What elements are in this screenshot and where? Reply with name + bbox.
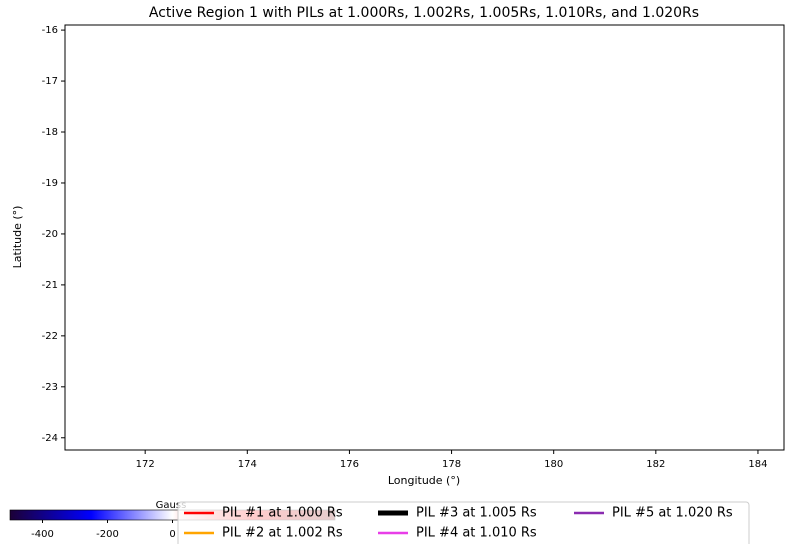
- colorbar-label: Gauss: [156, 500, 187, 511]
- chart-title: Active Region 1 with PILs at 1.000Rs, 1.…: [149, 5, 699, 21]
- legend-box: [177, 501, 750, 544]
- x-tick-label: 174: [238, 459, 257, 470]
- colorbar-tick-label: -400: [31, 529, 54, 540]
- plot-area: [64, 24, 785, 451]
- colorbar-tick-label: 0: [169, 529, 175, 540]
- y-tick-label: -19: [42, 178, 58, 189]
- x-tick-label: 182: [646, 459, 665, 470]
- legend-label: PIL #3 at 1.005 Rs: [416, 506, 537, 521]
- legend-label: PIL #4 at 1.010 Rs: [416, 526, 537, 541]
- y-tick-label: -17: [42, 76, 58, 87]
- y-tick-label: -24: [42, 433, 58, 444]
- x-tick-label: 172: [136, 459, 155, 470]
- y-tick-label: -21: [42, 280, 58, 291]
- y-tick-label: -16: [42, 25, 58, 36]
- legend-label: PIL #1 at 1.000 Rs: [222, 506, 343, 521]
- y-tick-label: -18: [42, 127, 58, 138]
- x-tick-label: 178: [442, 459, 461, 470]
- y-axis-label: Latitude (°): [11, 206, 24, 269]
- y-tick-label: -20: [42, 229, 58, 240]
- y-tick-label: -23: [42, 382, 58, 393]
- legend-label: PIL #2 at 1.002 Rs: [222, 526, 343, 541]
- x-tick-label: 180: [544, 459, 563, 470]
- colorbar-tick-label: -200: [96, 529, 119, 540]
- x-tick-label: 184: [748, 459, 767, 470]
- legend-label: PIL #5 at 1.020 Rs: [612, 506, 733, 521]
- x-axis-label: Longitude (°): [388, 474, 460, 487]
- y-tick-label: -22: [42, 331, 58, 342]
- x-tick-label: 176: [340, 459, 359, 470]
